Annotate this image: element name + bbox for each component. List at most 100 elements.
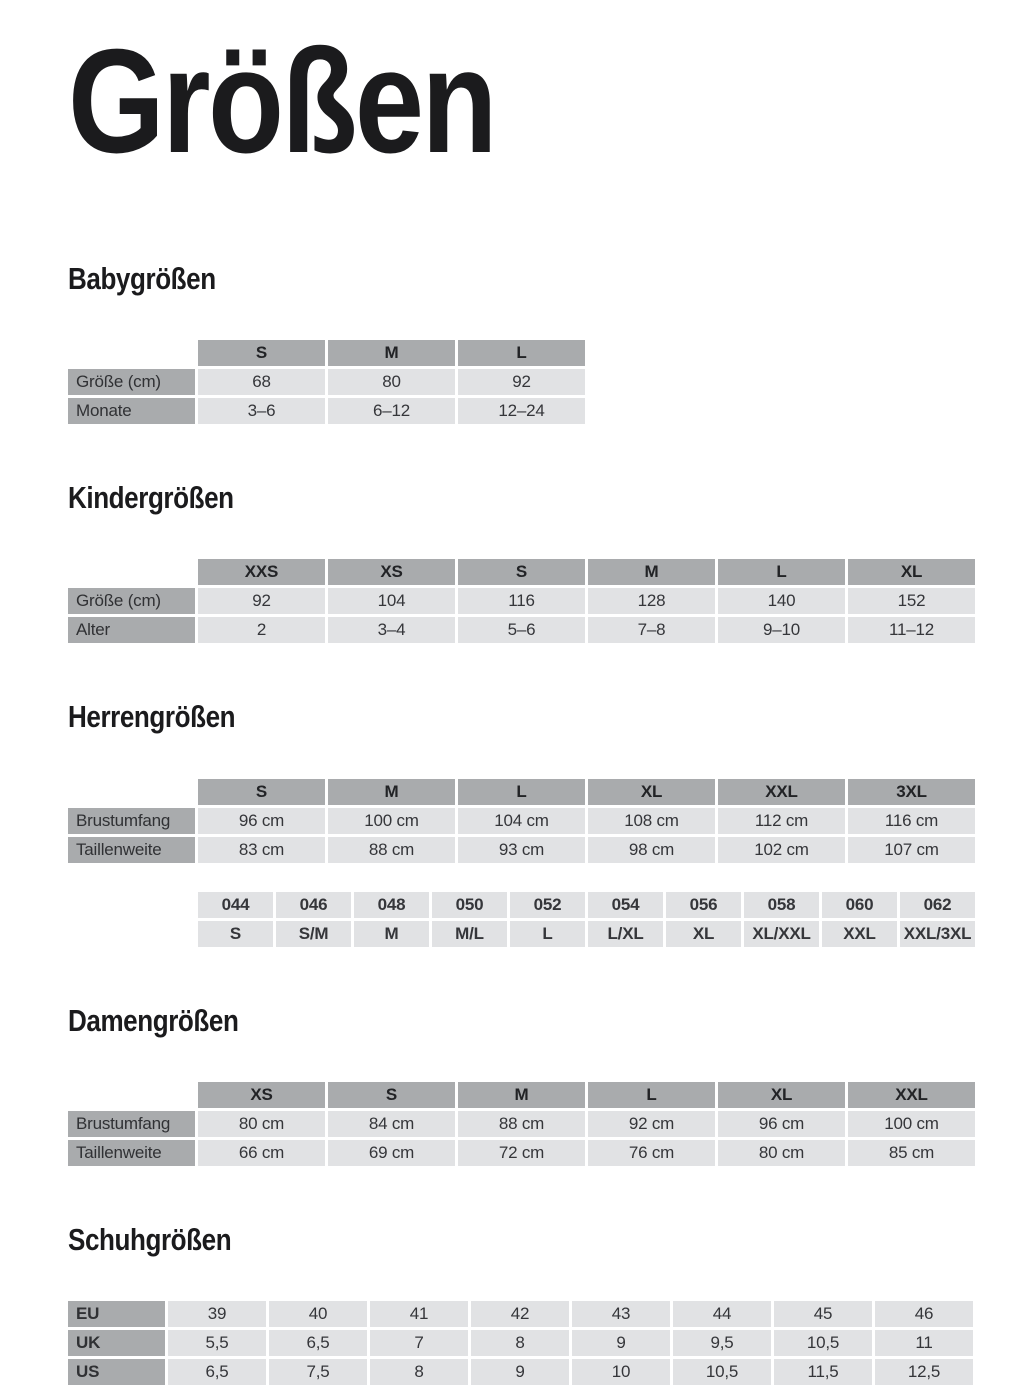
- shoe-sizes-table: EU 39 40 41 42 43 44 45 46 UK 5,5 6,5 7 8 9 9,5 10,5 11 US…: [68, 1298, 980, 1388]
- column-header-cell: XL: [588, 778, 715, 805]
- column-header-cell: S: [198, 778, 325, 805]
- column-header-cell: L: [458, 340, 585, 367]
- data-cell: 056: [666, 891, 741, 918]
- section-heading-baby: Babygrößen: [68, 261, 216, 296]
- table-row: Brustumfang 96 cm 100 cm 104 cm 108 cm 112 cm…: [68, 807, 975, 834]
- data-cell: 76 cm: [588, 1139, 715, 1166]
- size-table: XXS XS S M L XL Größe (cm) 92 104 116 128 140 152 Alt…: [65, 556, 978, 646]
- table-row: 044 046 048 050 052 054 056 058 060 062: [198, 891, 975, 918]
- section-heading-shoes: Schuhgrößen: [68, 1221, 232, 1257]
- data-cell: 6,5: [269, 1329, 367, 1356]
- column-header-cell: 3XL: [848, 778, 975, 805]
- data-cell: 7,5: [269, 1358, 367, 1385]
- data-cell: 68: [198, 369, 325, 396]
- column-header-cell: L: [718, 559, 845, 586]
- data-cell: 9–10: [718, 617, 845, 644]
- data-cell: 41: [370, 1300, 468, 1327]
- data-cell: 9: [572, 1329, 670, 1356]
- data-cell: XL: [666, 920, 741, 947]
- header-row: S M L XL XXL 3XL: [68, 778, 975, 805]
- data-cell: 3–6: [198, 398, 325, 425]
- data-cell: 5–6: [458, 617, 585, 644]
- data-cell: 7: [370, 1329, 468, 1356]
- data-cell: 116: [458, 588, 585, 615]
- section-baby-sizes: Babygrößen S M L Größe (cm) 68 80 92 Monate 3–6 6…: [68, 260, 980, 427]
- row-label-cell: Brustumfang: [68, 807, 195, 834]
- row-label-cell: Monate: [68, 398, 195, 425]
- data-cell: 9,5: [673, 1329, 771, 1356]
- data-cell: 45: [774, 1300, 872, 1327]
- data-cell: 8: [370, 1358, 468, 1385]
- data-cell: 116 cm: [848, 807, 975, 834]
- section-womens-sizes: Damengrößen XS S M L XL XXL Brustumfang 80 cm 84…: [68, 1002, 980, 1169]
- data-cell: XXL/3XL: [900, 920, 975, 947]
- data-cell: 83 cm: [198, 836, 325, 863]
- data-cell: 5,5: [168, 1329, 266, 1356]
- data-cell: 85 cm: [848, 1139, 975, 1166]
- column-header-cell: XS: [328, 559, 455, 586]
- data-cell: 7–8: [588, 617, 715, 644]
- data-cell: 100 cm: [848, 1110, 975, 1137]
- data-cell: 044: [198, 891, 273, 918]
- column-header-cell: XXS: [198, 559, 325, 586]
- data-cell: 98 cm: [588, 836, 715, 863]
- data-cell: 11–12: [848, 617, 975, 644]
- data-cell: 12,5: [875, 1358, 973, 1385]
- data-cell: 050: [432, 891, 507, 918]
- column-header-cell: L: [588, 1081, 715, 1108]
- data-cell: 058: [744, 891, 819, 918]
- data-cell: 92: [198, 588, 325, 615]
- mens-sizes-table: S M L XL XXL 3XL Brustumfang 96 cm 100 cm 104 cm 1…: [68, 776, 980, 866]
- data-cell: 104: [328, 588, 455, 615]
- size-table: EU 39 40 41 42 43 44 45 46 UK 5,5 6,5 7 8 9 9,5 10,5 11 US…: [65, 1298, 976, 1388]
- data-cell: 46: [875, 1300, 973, 1327]
- header-row: XS S M L XL XXL: [68, 1081, 975, 1108]
- corner-spacer-cell: [68, 1082, 195, 1108]
- page-title-text: Größen: [68, 19, 497, 184]
- data-cell: XL/XXL: [744, 920, 819, 947]
- data-cell: 10,5: [673, 1358, 771, 1385]
- row-label-cell: Taillenweite: [68, 1139, 195, 1166]
- data-cell: S: [198, 920, 273, 947]
- data-cell: 048: [354, 891, 429, 918]
- column-header-cell: M: [328, 340, 455, 367]
- row-label-cell: Alter: [68, 617, 195, 644]
- table-row: US 6,5 7,5 8 9 10 10,5 11,5 12,5: [68, 1358, 973, 1385]
- row-label-cell: EU: [68, 1300, 165, 1327]
- table-row: Taillenweite 83 cm 88 cm 93 cm 98 cm 102 cm 10…: [68, 836, 975, 863]
- table-row: Taillenweite 66 cm 69 cm 72 cm 76 cm 80 cm 85 …: [68, 1139, 975, 1166]
- row-label-cell: UK: [68, 1329, 165, 1356]
- data-cell: 80 cm: [718, 1139, 845, 1166]
- data-cell: 88 cm: [328, 836, 455, 863]
- section-mens-sizes: Herrengrößen S M L XL XXL 3XL Brustumfang 96 cm…: [68, 698, 980, 949]
- data-cell: 6–12: [328, 398, 455, 425]
- column-header-cell: S: [458, 559, 585, 586]
- data-cell: 92 cm: [588, 1110, 715, 1137]
- column-header-cell: XL: [848, 559, 975, 586]
- data-cell: 12–24: [458, 398, 585, 425]
- data-cell: 046: [276, 891, 351, 918]
- data-cell: 152: [848, 588, 975, 615]
- data-cell: 88 cm: [458, 1110, 585, 1137]
- row-label-cell: Größe (cm): [68, 369, 195, 396]
- data-cell: 80 cm: [198, 1110, 325, 1137]
- data-cell: 128: [588, 588, 715, 615]
- table-row: Alter 2 3–4 5–6 7–8 9–10 11–12: [68, 617, 975, 644]
- data-cell: M/L: [432, 920, 507, 947]
- table-row: UK 5,5 6,5 7 8 9 9,5 10,5 11: [68, 1329, 973, 1356]
- column-header-cell: S: [198, 340, 325, 367]
- row-label-cell: Brustumfang: [68, 1110, 195, 1137]
- corner-spacer-cell: [68, 340, 195, 366]
- data-cell: L/XL: [588, 920, 663, 947]
- data-cell: 054: [588, 891, 663, 918]
- table-row: Monate 3–6 6–12 12–24: [68, 398, 585, 425]
- size-chart-page: Größen Babygrößen S M L Größe (cm) 68 80 92 Mon…: [68, 28, 980, 1388]
- data-cell: 140: [718, 588, 845, 615]
- data-cell: 92: [458, 369, 585, 396]
- kids-sizes-table: XXS XS S M L XL Größe (cm) 92 104 116 128 140 152 Alt…: [68, 556, 980, 646]
- table-row: Größe (cm) 92 104 116 128 140 152: [68, 588, 975, 615]
- data-cell: 42: [471, 1300, 569, 1327]
- section-heading-kids: Kindergrößen: [68, 480, 234, 516]
- column-header-cell: XXL: [718, 778, 845, 805]
- data-cell: XXL: [822, 920, 897, 947]
